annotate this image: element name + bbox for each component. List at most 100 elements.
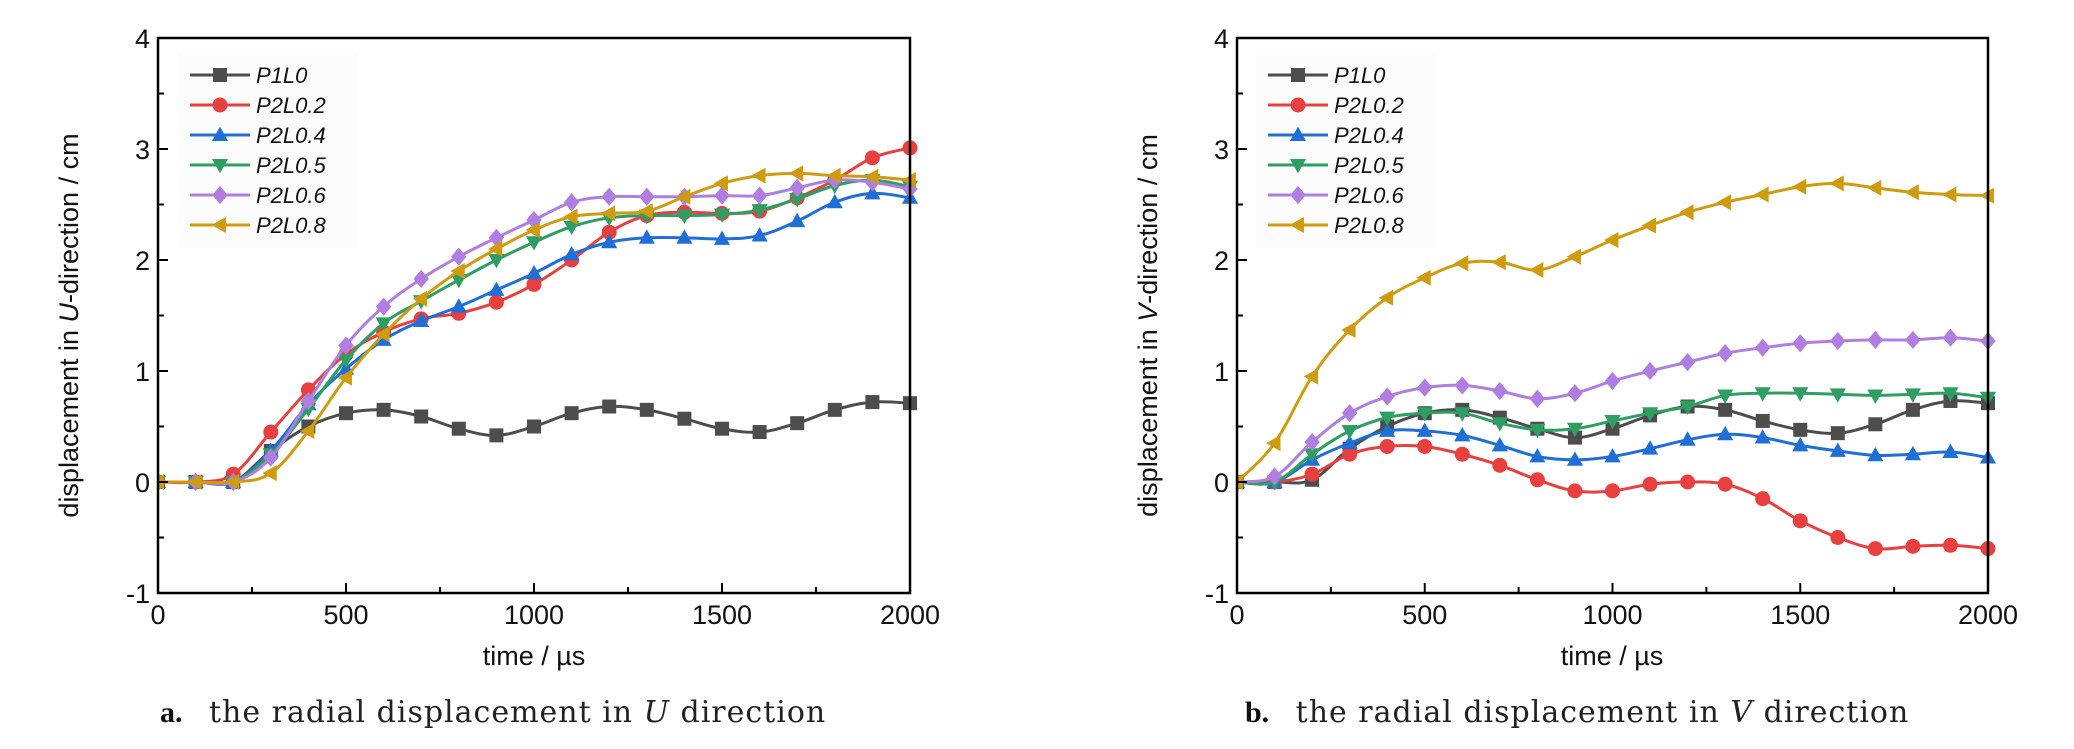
data-point <box>1491 417 1508 432</box>
data-point <box>1341 404 1358 423</box>
legend-label: P2L0.5 <box>1334 153 1404 178</box>
data-point <box>1942 328 1959 347</box>
data-point <box>1416 422 1433 437</box>
data-point <box>713 230 731 245</box>
data-point <box>1942 537 1958 553</box>
data-point <box>1454 446 1470 462</box>
data-point <box>1529 448 1546 463</box>
data-point <box>1829 388 1846 403</box>
legend-marker-icon <box>1289 216 1304 234</box>
data-point <box>1604 415 1621 430</box>
data-point <box>300 391 317 411</box>
legend-marker-icon <box>1291 68 1305 82</box>
legend-marker-icon <box>1289 126 1307 141</box>
data-point <box>1417 378 1433 397</box>
data-point <box>638 203 653 220</box>
data-point <box>1529 261 1544 279</box>
data-point <box>1867 389 1884 404</box>
data-point <box>1755 338 1771 357</box>
x-tick-label: 0 <box>1229 600 1244 630</box>
data-point <box>564 406 579 421</box>
data-point <box>525 264 543 280</box>
data-point <box>1754 387 1771 402</box>
data-point <box>1303 368 1319 385</box>
data-point <box>1830 530 1846 545</box>
data-point <box>714 186 730 205</box>
data-point <box>526 276 542 292</box>
data-point <box>1454 376 1470 395</box>
data-point <box>1491 254 1506 271</box>
data-point <box>1942 186 1957 203</box>
data-point <box>1718 402 1733 417</box>
y-axis-title-a: displacement in U-direction / cm <box>54 133 84 517</box>
data-point <box>1830 331 1846 351</box>
data-point <box>1904 388 1921 403</box>
series-p2l0_8 <box>158 165 916 491</box>
data-point <box>488 294 504 310</box>
y-tick-label: 2 <box>135 246 150 276</box>
data-point <box>1642 407 1659 422</box>
data-point <box>1942 387 1959 402</box>
data-point <box>602 399 617 414</box>
data-point <box>1793 422 1808 437</box>
x-tick-label: 500 <box>323 600 368 630</box>
legend-marker-icon <box>211 126 229 141</box>
data-point <box>1529 423 1546 439</box>
data-point <box>450 263 465 280</box>
data-point <box>713 175 728 192</box>
data-point <box>1867 446 1884 462</box>
data-point <box>788 165 804 182</box>
data-point <box>1904 184 1919 201</box>
x-axis-title-a: time / µs <box>483 641 586 671</box>
data-point <box>713 208 731 223</box>
data-point <box>1905 538 1921 554</box>
data-point <box>789 212 806 228</box>
data-point <box>676 188 691 205</box>
data-point <box>826 193 843 209</box>
data-point <box>1829 442 1846 457</box>
data-point <box>337 353 355 369</box>
data-point <box>525 221 540 239</box>
data-point <box>1717 425 1734 441</box>
legend-item: P2L0.5 <box>1268 153 1404 178</box>
data-point <box>1416 269 1431 286</box>
legend-marker-icon <box>212 185 228 205</box>
data-point <box>224 473 240 491</box>
data-point <box>1492 457 1508 473</box>
data-point <box>865 395 880 410</box>
data-point <box>1529 472 1545 488</box>
data-point <box>1417 438 1433 454</box>
data-point <box>451 421 466 436</box>
legend-marker-icon <box>1290 97 1306 113</box>
legend-item: P2L0.6 <box>1268 183 1404 208</box>
data-point <box>827 402 842 417</box>
y-axis-title-b: displacement in V-direction / cm <box>1133 134 1163 517</box>
data-point <box>376 402 391 417</box>
legend-item: P2L0.4 <box>1268 123 1404 148</box>
data-point <box>1304 466 1320 482</box>
series-p2l0_5 <box>1237 387 1997 491</box>
x-tick-label: 1000 <box>1582 600 1642 630</box>
data-point <box>1716 194 1732 211</box>
data-point <box>1491 436 1508 452</box>
series-p2l0_6 <box>1237 328 1996 492</box>
data-point <box>263 448 279 467</box>
data-point <box>1905 402 1920 417</box>
data-point <box>1867 541 1883 557</box>
data-point <box>1679 431 1696 446</box>
data-point <box>1266 467 1283 486</box>
data-point <box>489 428 504 443</box>
y-tick-label: 1 <box>1214 357 1229 387</box>
legend-background <box>178 53 358 248</box>
legend-label: P2L0.8 <box>1334 213 1404 238</box>
data-point <box>1567 384 1583 403</box>
data-point <box>600 205 616 222</box>
data-point <box>826 167 841 184</box>
data-point <box>751 204 768 219</box>
data-point <box>1492 381 1508 401</box>
data-point <box>601 233 618 249</box>
y-tick-label: 2 <box>1214 246 1229 276</box>
data-point <box>864 150 880 166</box>
data-point <box>1454 426 1471 442</box>
